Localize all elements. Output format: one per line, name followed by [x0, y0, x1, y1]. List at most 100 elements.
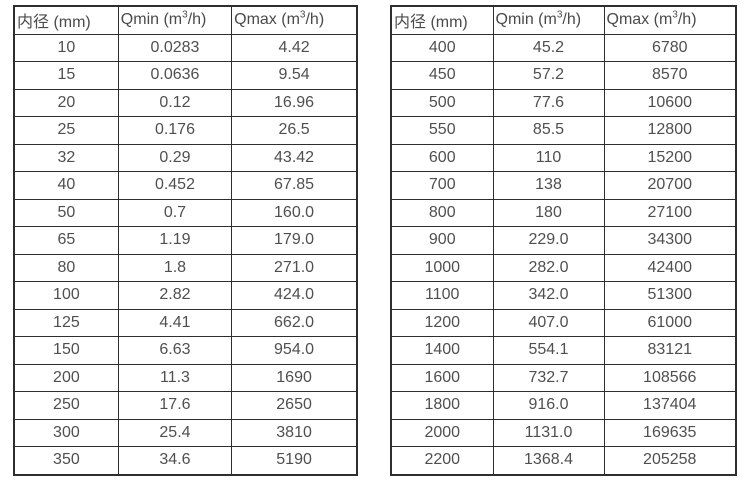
cell-qmin: 1.19 [117, 226, 233, 255]
cell-qmax: 1690 [231, 363, 358, 392]
table-row: 15 0.0636 9.54 [13, 61, 358, 90]
table-row: 1600 732.7 108566 [390, 363, 737, 392]
cell-diameter: 65 [13, 226, 119, 255]
cell-qmax: 4.42 [231, 33, 358, 62]
cell-qmax: 205258 [603, 446, 737, 475]
flow-spec-table-large-diameters: 内径 (mm) Qmin (m3/h) Qmax (m3/h) 400 45.2 6… [390, 5, 737, 476]
cell-diameter: 100 [13, 281, 119, 310]
cell-qmax: 137404 [603, 391, 737, 420]
cell-qmin: 6.63 [117, 336, 233, 365]
cell-qmin: 1.8 [117, 253, 233, 282]
cell-qmin: 34.6 [117, 446, 233, 475]
cell-diameter: 600 [390, 143, 494, 172]
table-row: 125 4.41 662.0 [13, 308, 358, 337]
cell-diameter: 300 [13, 418, 119, 447]
cell-qmin: 916.0 [492, 391, 605, 420]
cell-diameter: 2000 [390, 418, 494, 447]
cell-diameter: 125 [13, 308, 119, 337]
cell-qmin: 77.6 [492, 88, 605, 117]
cell-diameter: 800 [390, 198, 494, 227]
cell-qmin: 110 [492, 143, 605, 172]
cell-diameter: 25 [13, 116, 119, 145]
cell-diameter: 32 [13, 143, 119, 172]
cell-qmin: 229.0 [492, 226, 605, 255]
cell-qmin: 1131.0 [492, 418, 605, 447]
cell-diameter: 150 [13, 336, 119, 365]
cell-qmax: 26.5 [231, 116, 358, 145]
cell-qmax: 61000 [603, 308, 737, 337]
table-row: 500 77.6 10600 [390, 88, 737, 117]
table-row: 600 110 15200 [390, 143, 737, 172]
table-row: 800 180 27100 [390, 198, 737, 227]
cell-diameter: 2200 [390, 446, 494, 475]
cell-diameter: 900 [390, 226, 494, 255]
cell-qmin: 180 [492, 198, 605, 227]
cell-diameter: 15 [13, 61, 119, 90]
table-row: 1400 554.1 83121 [390, 336, 737, 365]
cell-qmin: 2.82 [117, 281, 233, 310]
header-text: /h) [677, 11, 697, 29]
cell-qmax: 169635 [603, 418, 737, 447]
cell-qmin: 138 [492, 171, 605, 200]
cell-diameter: 200 [13, 363, 119, 392]
cell-qmin: 4.41 [117, 308, 233, 337]
col-header-diameter: 内径 (mm) [13, 5, 119, 35]
cell-qmax: 2650 [231, 391, 358, 420]
table-row: 1000 282.0 42400 [390, 253, 737, 282]
cell-qmax: 8570 [603, 61, 737, 90]
cell-qmin: 85.5 [492, 116, 605, 145]
cell-qmax: 6780 [603, 33, 737, 62]
cell-diameter: 400 [390, 33, 494, 62]
cell-qmax: 15200 [603, 143, 737, 172]
table-header-row-left: 内径 (mm) Qmin (m3/h) Qmax (m3/h) [13, 5, 358, 35]
col-header-qmin: Qmin (m3/h) [117, 5, 233, 35]
cell-qmin: 0.176 [117, 116, 233, 145]
header-superscript: 3 [182, 9, 188, 21]
header-text: /h) [187, 11, 207, 29]
col-header-diameter: 内径 (mm) [390, 5, 494, 35]
table-row: 50 0.7 160.0 [13, 198, 358, 227]
cell-qmin: 407.0 [492, 308, 605, 337]
table-row: 550 85.5 12800 [390, 116, 737, 145]
cell-qmin: 45.2 [492, 33, 605, 62]
cell-qmax: 10600 [603, 88, 737, 117]
cell-diameter: 450 [390, 61, 494, 90]
cell-diameter: 1100 [390, 281, 494, 310]
cell-qmin: 17.6 [117, 391, 233, 420]
cell-qmax: 954.0 [231, 336, 358, 365]
header-superscript: 3 [299, 9, 306, 21]
table-row: 300 25.4 3810 [13, 418, 358, 447]
table-row: 350 34.6 5190 [13, 446, 358, 475]
header-text: 内径 (mm) [394, 14, 468, 32]
cell-diameter: 500 [390, 88, 494, 117]
cell-diameter: 50 [13, 198, 119, 227]
cell-diameter: 1000 [390, 253, 494, 282]
cell-qmax: 9.54 [231, 61, 358, 90]
table-row: 200 11.3 1690 [13, 363, 358, 392]
cell-qmax: 3810 [231, 418, 358, 447]
table-row: 1200 407.0 61000 [390, 308, 737, 337]
cell-qmin: 0.12 [117, 88, 233, 117]
table-row: 65 1.19 179.0 [13, 226, 358, 255]
header-text: /h) [562, 11, 582, 29]
cell-qmax: 179.0 [231, 226, 358, 255]
col-header-qmax: Qmax (m3/h) [603, 5, 737, 35]
cell-diameter: 1200 [390, 308, 494, 337]
table-row: 700 138 20700 [390, 171, 737, 200]
cell-diameter: 20 [13, 88, 119, 117]
cell-diameter: 1800 [390, 391, 494, 420]
cell-qmax: 67.85 [231, 171, 358, 200]
table-row: 32 0.29 43.42 [13, 143, 358, 172]
table-header-row-right: 内径 (mm) Qmin (m3/h) Qmax (m3/h) [390, 5, 737, 35]
cell-qmin: 1368.4 [492, 446, 605, 475]
cell-qmax: 5190 [231, 446, 358, 475]
table-row: 40 0.452 67.85 [13, 171, 358, 200]
table-row: 100 2.82 424.0 [13, 281, 358, 310]
cell-qmax: 271.0 [231, 253, 358, 282]
header-text: /h) [305, 11, 325, 29]
cell-qmax: 27100 [603, 198, 737, 227]
cell-diameter: 40 [13, 171, 119, 200]
cell-qmax: 662.0 [231, 308, 358, 337]
cell-qmax: 43.42 [231, 143, 358, 172]
